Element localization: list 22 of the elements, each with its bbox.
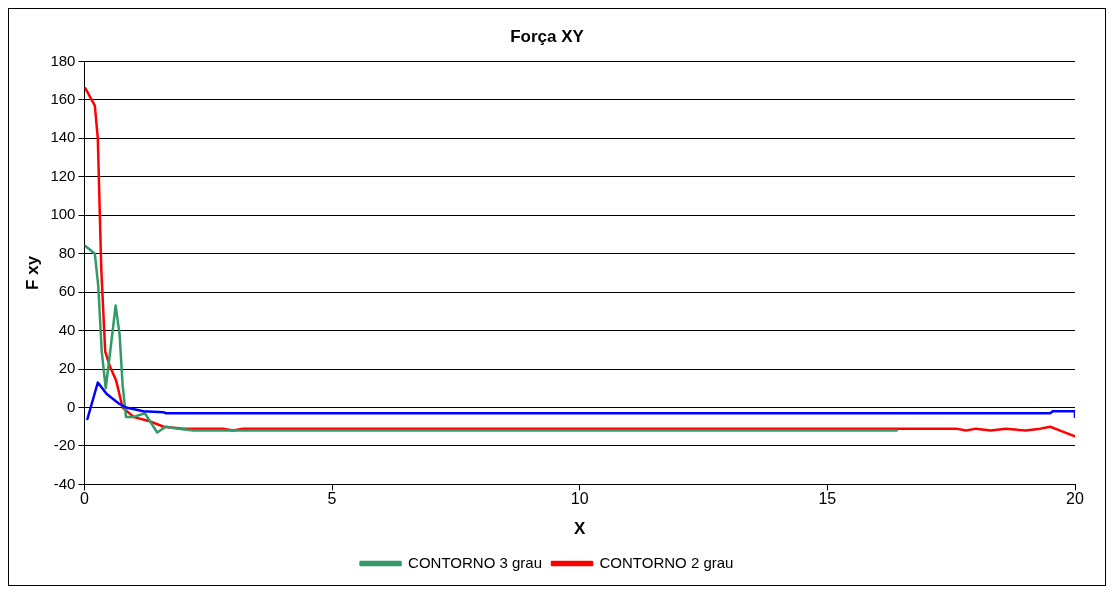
x-tick-label: 20 xyxy=(1066,490,1084,508)
y-tick-label: -20 xyxy=(53,436,76,454)
y-tick-label: 80 xyxy=(58,243,76,261)
y-tick-label: 100 xyxy=(50,205,76,223)
x-tick-label: 0 xyxy=(79,490,89,508)
x-tick-label: 10 xyxy=(570,490,589,508)
y-tick-label: 40 xyxy=(58,320,76,338)
y-tick-label: 20 xyxy=(58,359,76,377)
y-tick-label: 60 xyxy=(58,282,76,300)
y-tick-label: 0 xyxy=(67,397,76,415)
x-tick-label: 5 xyxy=(327,490,337,508)
x-axis-title: X xyxy=(574,519,587,539)
legend-label: CONTORNO 3 grau xyxy=(408,553,543,571)
chart-title: Força XY xyxy=(510,26,585,46)
y-tick-label: 180 xyxy=(50,51,76,69)
x-tick-label: 15 xyxy=(818,490,837,508)
legend-label: CONTORNO 2 grau xyxy=(599,553,734,571)
y-tick-label: 140 xyxy=(50,128,76,146)
y-axis-title: F xy xyxy=(22,255,42,290)
y-tick-label: 160 xyxy=(50,90,76,107)
y-tick-label: 120 xyxy=(50,166,76,184)
y-tick-label: -40 xyxy=(53,474,76,492)
